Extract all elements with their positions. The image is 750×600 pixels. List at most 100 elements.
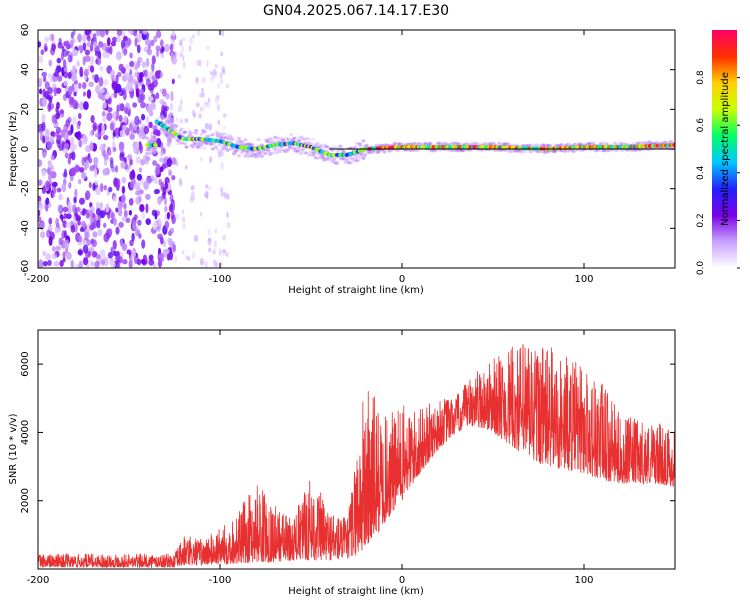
colorbar-tick-label: 0.0 — [696, 261, 706, 276]
spectrogram-cell — [240, 151, 245, 155]
spectrogram-cell — [153, 35, 158, 43]
spectrogram-cell — [181, 216, 186, 223]
spectrogram-cell — [123, 48, 128, 55]
spectrogram-cell — [121, 193, 126, 204]
spectrogram-cell — [136, 44, 141, 54]
spectrogram-cell — [225, 83, 229, 89]
spectrogram-cell — [57, 204, 63, 213]
spectrogram-cell — [93, 74, 99, 84]
spectrogram-cell — [309, 151, 313, 155]
spectrogram-cell — [187, 256, 191, 261]
spectrogram-cell — [145, 115, 150, 124]
spectrogram-cell — [79, 167, 85, 173]
spectrogram-cell — [42, 135, 46, 144]
spectrogram-x-ticks: -200 -100 0 100 — [27, 30, 594, 285]
spectrogram-cell — [131, 168, 135, 178]
spectrogram-cell — [72, 49, 79, 57]
spectrogram-cell — [179, 39, 183, 47]
spectrogram-cell — [382, 150, 387, 154]
spectrogram-cell — [193, 234, 199, 243]
spectrogram-cell — [134, 63, 139, 71]
spectrogram-cell — [182, 61, 186, 69]
spectrogram-cell — [145, 156, 151, 162]
spectrogram-cell — [213, 145, 218, 149]
spectrogram-cell — [97, 228, 103, 236]
spectrogram-cell — [235, 141, 240, 145]
spectrogram-cell — [289, 146, 294, 150]
spectrogram-cell — [111, 212, 115, 220]
spectrogram-cell — [112, 250, 117, 257]
spectrogram-cell — [88, 181, 92, 189]
spectrogram-cell — [150, 146, 155, 150]
spectrogram-cell — [110, 261, 116, 268]
spectrogram-cell — [191, 190, 195, 196]
spectrogram-cell — [177, 74, 182, 80]
spectrogram-cell — [120, 161, 126, 169]
spectrogram-cell — [114, 165, 119, 173]
spectrogram-cell — [94, 132, 101, 139]
spectrogram-cell — [214, 228, 218, 233]
spectrogram-cell — [169, 203, 174, 212]
spectrogram-cell — [73, 143, 77, 151]
spectrogram-cell — [109, 122, 115, 131]
spectrogram-cell — [166, 141, 171, 148]
spectrogram-cell — [141, 61, 147, 68]
spectrogram-cell — [169, 193, 174, 203]
spectrogram-cell — [222, 252, 226, 257]
y-tick-label: 20 — [20, 103, 31, 116]
spectrogram-cell — [150, 82, 155, 91]
spectrogram-cell — [47, 102, 52, 113]
spectrogram-cell — [212, 258, 217, 267]
spectrogram-cell — [41, 121, 46, 132]
spectrogram-cell — [163, 122, 168, 126]
spectrogram-cell — [48, 225, 53, 232]
spectrogram-cell — [65, 213, 72, 220]
spectrogram-cell — [325, 145, 330, 149]
spectrogram-cell — [55, 126, 62, 134]
spectrogram-cell — [155, 117, 160, 121]
spectrogram-cell — [230, 138, 235, 142]
spectrogram-cell — [115, 51, 122, 61]
spectrogram-cell — [158, 252, 165, 260]
signal-cell — [672, 143, 675, 148]
spectrogram-cell — [38, 41, 41, 48]
spectrogram-cell — [302, 137, 307, 141]
spectrogram-cell — [148, 254, 154, 261]
colorbar-ticks: 0.0 0.2 0.4 0.6 0.8 — [696, 70, 740, 275]
spectrogram-cell — [50, 171, 57, 179]
spectrogram-cell — [150, 39, 155, 47]
spectrogram-cell — [181, 250, 185, 255]
spectrogram-cell — [266, 148, 271, 152]
colorbar-tick-label: 0.6 — [696, 118, 706, 133]
spectrogram-cell — [151, 62, 155, 72]
spectrogram-cell — [72, 115, 77, 126]
spectrogram-cell — [133, 147, 139, 155]
spectrogram-cell — [227, 148, 232, 152]
spectrogram-cell — [98, 76, 104, 87]
spectrogram-cell — [124, 107, 129, 115]
spectrogram-cell — [105, 30, 109, 36]
spectrogram-cell — [94, 50, 99, 57]
spectrogram-cell — [179, 127, 184, 131]
spectrogram-cell — [199, 212, 203, 217]
spectrogram-cell — [176, 142, 181, 146]
spectrogram-cell — [86, 209, 90, 217]
spectrogram-cell — [78, 235, 83, 243]
spectrogram-cell — [199, 142, 204, 146]
x-tick-label: -100 — [209, 274, 232, 285]
spectrogram-cell — [309, 142, 313, 146]
spectrogram-cell — [305, 137, 310, 141]
spectrogram-cell — [346, 157, 351, 161]
spectrogram-cell — [168, 241, 174, 247]
spectrogram-cell — [116, 30, 122, 37]
spectrogram-cell — [84, 49, 91, 56]
spectrogram-cell — [160, 53, 165, 59]
spectrogram-cell — [194, 141, 199, 145]
spectrogram-cell — [279, 148, 284, 152]
spectrogram-cell — [77, 249, 83, 256]
spectrogram-cell — [395, 148, 400, 152]
spectrogram-cell — [155, 45, 161, 51]
spectrogram-cell — [46, 140, 53, 150]
spectrogram-cell — [140, 113, 146, 121]
spectrogram-cell — [77, 220, 81, 226]
